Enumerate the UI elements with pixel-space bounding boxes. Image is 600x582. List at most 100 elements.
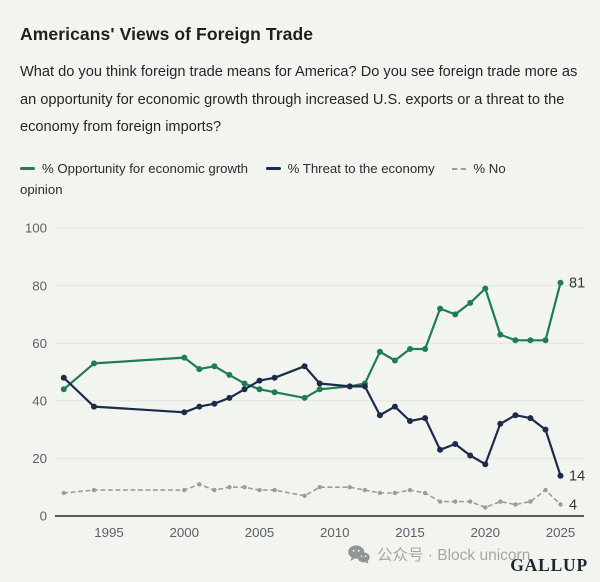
y-axis-label-80: 80 — [32, 278, 47, 293]
data-point — [557, 279, 564, 286]
survey-question: What do you think foreign trade means fo… — [20, 64, 578, 135]
data-point — [346, 383, 353, 390]
data-point — [407, 487, 413, 493]
data-point — [437, 499, 443, 504]
data-point — [361, 383, 368, 390]
x-axis-label-2025: 2025 — [546, 525, 576, 540]
legend-item-opportunity: % Opportunity for economic growth — [20, 161, 248, 176]
data-point — [196, 403, 203, 410]
data-point — [181, 354, 188, 361]
data-point — [437, 305, 444, 312]
data-point — [467, 299, 474, 306]
data-point — [271, 374, 278, 381]
data-point — [497, 331, 504, 338]
legend-item-threat: % Threat to the economy — [265, 160, 435, 176]
end-label-14: 14 — [569, 469, 585, 485]
data-point — [482, 461, 489, 468]
data-point — [61, 490, 66, 496]
data-point — [527, 337, 534, 344]
watermark: 公众号 · Block unicorn — [348, 543, 530, 565]
data-point — [513, 502, 518, 507]
data-point — [482, 285, 489, 292]
end-label-4: 4 — [569, 497, 577, 513]
data-point — [272, 487, 277, 493]
data-point — [196, 366, 203, 373]
y-axis-label-100: 100 — [25, 221, 47, 236]
data-point — [302, 493, 307, 498]
data-point — [497, 420, 504, 427]
x-axis-label-2020: 2020 — [470, 525, 500, 540]
line-no-opinion — [62, 483, 562, 509]
data-point — [437, 446, 444, 453]
x-axis-label-2000: 2000 — [169, 525, 199, 540]
legend-label-no-opinion: % No opinion — [20, 160, 506, 197]
data-point — [422, 346, 429, 352]
data-point — [542, 337, 549, 344]
data-point — [301, 394, 308, 401]
data-point — [377, 490, 383, 496]
wechat-icon — [348, 544, 370, 564]
data-point — [347, 485, 352, 490]
legend-item-no-opinion: % No opinion — [20, 161, 506, 197]
data-point — [512, 412, 519, 419]
data-point — [362, 487, 368, 493]
legend-label-threat: % Threat to the economy — [287, 160, 435, 176]
data-point — [182, 487, 187, 493]
data-point — [452, 441, 459, 447]
watermark-text: 公众号 · Block unicorn — [377, 547, 531, 564]
x-axis-label-2015: 2015 — [395, 525, 425, 540]
data-point — [391, 403, 398, 410]
line-threat — [62, 365, 562, 477]
data-point — [467, 452, 474, 459]
data-point — [91, 360, 97, 367]
data-point — [512, 337, 519, 344]
data-point — [256, 377, 263, 384]
legend-marker-no-opinion-icon — [452, 167, 467, 170]
data-point — [543, 487, 548, 493]
data-point — [256, 386, 263, 393]
data-point — [391, 357, 398, 364]
data-point — [453, 499, 458, 504]
line-opportunity — [62, 281, 562, 399]
y-axis-label-20: 20 — [32, 451, 47, 466]
data-point — [197, 482, 202, 487]
trend-line-chart: 0 20 40 60 80 100 1995 2000 2005 2010 2015 2020 2025… — [25, 221, 585, 540]
data-point — [91, 403, 97, 410]
data-point — [468, 499, 473, 504]
page-title: Americans' Views of Foreign Trade — [20, 24, 314, 44]
data-point — [542, 426, 549, 433]
x-axis-label-2010: 2010 — [320, 525, 350, 540]
data-point — [407, 346, 413, 352]
chart-legend: % Opportunity for economic growth % Thre… — [20, 158, 565, 200]
data-point — [91, 487, 97, 493]
legend-label-opportunity: % Opportunity for economic growth — [42, 160, 248, 176]
data-point — [422, 415, 429, 422]
data-point — [527, 415, 534, 422]
data-point — [241, 386, 248, 393]
data-point — [257, 487, 262, 493]
data-point — [316, 386, 323, 393]
data-point — [558, 502, 563, 507]
data-point — [528, 499, 533, 504]
y-axis-label-60: 60 — [32, 336, 47, 351]
y-axis-label-0: 0 — [40, 509, 47, 524]
data-point — [211, 363, 218, 370]
data-point — [317, 485, 322, 490]
data-point — [452, 311, 459, 318]
data-point — [392, 490, 398, 496]
data-point — [181, 409, 188, 416]
data-point — [241, 380, 248, 387]
gallup-logo: GALLUP — [510, 555, 588, 575]
data-point — [242, 485, 247, 490]
x-axis-label-2005: 2005 — [245, 525, 275, 540]
data-point — [212, 487, 217, 493]
legend-marker-opportunity-icon — [20, 166, 35, 170]
end-label-81: 81 — [569, 276, 585, 292]
data-point — [60, 374, 67, 381]
y-axis-label-40: 40 — [32, 394, 47, 409]
data-point — [557, 472, 564, 479]
data-point — [227, 485, 232, 490]
data-point — [271, 389, 278, 396]
data-point — [60, 386, 67, 393]
